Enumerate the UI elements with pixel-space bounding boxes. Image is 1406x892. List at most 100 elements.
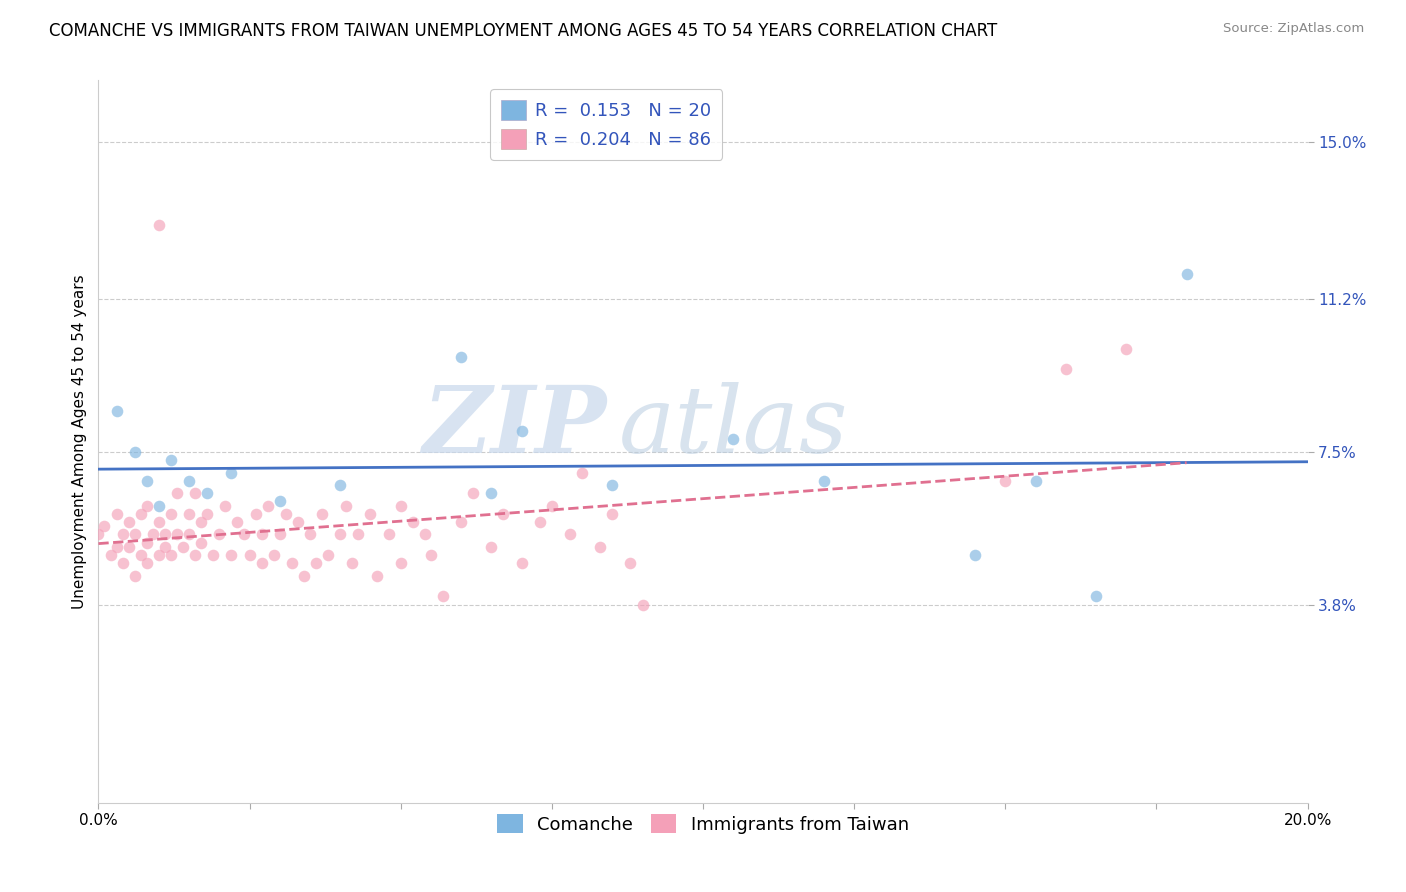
Point: [172, 540, 194, 554]
Point: [529, 515, 551, 529]
Point: [360, 507, 382, 521]
Point: [129, 507, 152, 521]
Point: [135, 499, 157, 513]
Point: [184, 548, 207, 562]
Point: [87, 527, 110, 541]
Point: [450, 350, 472, 364]
Point: [619, 557, 641, 571]
Point: [342, 557, 364, 571]
Point: [269, 494, 291, 508]
Point: [160, 453, 183, 467]
Point: [190, 515, 212, 529]
Point: [263, 548, 285, 562]
Point: [221, 466, 243, 480]
Point: [329, 527, 352, 541]
Point: [1054, 362, 1077, 376]
Point: [1115, 342, 1137, 356]
Point: [571, 466, 593, 480]
Point: [245, 507, 267, 521]
Text: ZIP: ZIP: [422, 382, 606, 472]
Point: [135, 557, 157, 571]
Point: [250, 527, 273, 541]
Point: [813, 474, 835, 488]
Point: [124, 445, 146, 459]
Point: [269, 527, 291, 541]
Point: [202, 548, 225, 562]
Point: [118, 515, 141, 529]
Y-axis label: Unemployment Among Ages 45 to 54 years: Unemployment Among Ages 45 to 54 years: [72, 274, 87, 609]
Point: [510, 557, 533, 571]
Text: Source: ZipAtlas.com: Source: ZipAtlas.com: [1223, 22, 1364, 36]
Point: [195, 486, 218, 500]
Point: [377, 527, 399, 541]
Point: [274, 507, 297, 521]
Point: [1024, 474, 1046, 488]
Point: [214, 499, 236, 513]
Point: [153, 527, 176, 541]
Point: [311, 507, 333, 521]
Point: [316, 548, 339, 562]
Point: [432, 590, 454, 604]
Point: [105, 540, 128, 554]
Point: [195, 507, 218, 521]
Point: [148, 548, 170, 562]
Point: [166, 527, 188, 541]
Point: [965, 548, 987, 562]
Point: [481, 540, 503, 554]
Point: [1175, 268, 1198, 282]
Point: [148, 218, 170, 232]
Point: [305, 557, 328, 571]
Point: [335, 499, 357, 513]
Point: [250, 557, 273, 571]
Point: [93, 519, 115, 533]
Point: [292, 568, 315, 582]
Point: [124, 527, 146, 541]
Point: [389, 557, 412, 571]
Point: [558, 527, 581, 541]
Point: [148, 499, 170, 513]
Point: [160, 548, 183, 562]
Text: COMANCHE VS IMMIGRANTS FROM TAIWAN UNEMPLOYMENT AMONG AGES 45 TO 54 YEARS CORREL: COMANCHE VS IMMIGRANTS FROM TAIWAN UNEMP…: [49, 22, 997, 40]
Point: [329, 478, 352, 492]
Point: [148, 515, 170, 529]
Point: [631, 598, 654, 612]
Point: [129, 548, 152, 562]
Point: [179, 527, 201, 541]
Point: [389, 499, 412, 513]
Point: [105, 403, 128, 417]
Point: [299, 527, 322, 541]
Point: [413, 527, 436, 541]
Point: [221, 548, 243, 562]
Point: [589, 540, 612, 554]
Point: [190, 535, 212, 549]
Point: [420, 548, 443, 562]
Point: [124, 568, 146, 582]
Point: [118, 540, 141, 554]
Point: [135, 474, 157, 488]
Point: [723, 433, 745, 447]
Point: [1085, 590, 1108, 604]
Point: [232, 527, 254, 541]
Point: [602, 507, 624, 521]
Point: [111, 557, 134, 571]
Point: [166, 486, 188, 500]
Point: [994, 474, 1017, 488]
Point: [179, 507, 201, 521]
Point: [510, 424, 533, 438]
Point: [481, 486, 503, 500]
Point: [105, 507, 128, 521]
Point: [142, 527, 165, 541]
Point: [208, 527, 231, 541]
Point: [492, 507, 515, 521]
Point: [179, 474, 201, 488]
Point: [111, 527, 134, 541]
Point: [281, 557, 304, 571]
Point: [184, 486, 207, 500]
Point: [135, 535, 157, 549]
Point: [160, 507, 183, 521]
Point: [402, 515, 425, 529]
Point: [287, 515, 309, 529]
Point: [366, 568, 388, 582]
Point: [602, 478, 624, 492]
Point: [347, 527, 370, 541]
